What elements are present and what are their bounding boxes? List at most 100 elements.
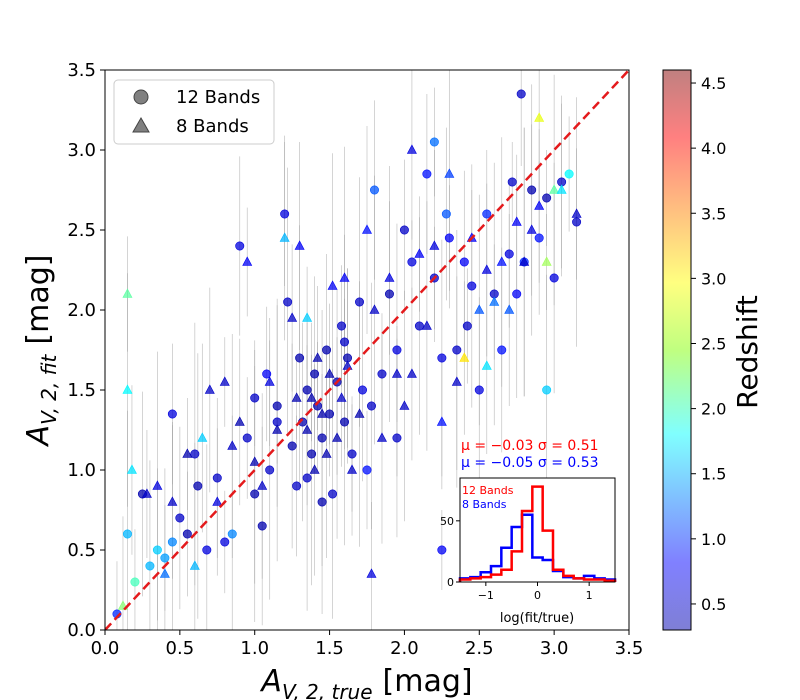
point-8-bands [141, 488, 152, 498]
point-8-bands [519, 256, 530, 266]
point-12-bands [362, 465, 372, 475]
point-8-bands [556, 184, 567, 194]
point-12-bands [242, 433, 252, 443]
point-12-bands [283, 297, 293, 307]
colorbar: 0.5 1.0 1.5 2.0 2.5 3.0 3.5 4.0 4.5 Redshift [662, 69, 764, 631]
point-12-bands [310, 369, 320, 379]
point-12-bands [399, 225, 409, 235]
point-12-bands [534, 233, 544, 243]
point-8-bands [219, 376, 230, 386]
point-8-bands [481, 360, 492, 370]
point-12-bands [444, 233, 454, 243]
inset-legend-12-bands: 12 Bands [462, 484, 514, 497]
colorbar-label: Redshift [731, 295, 764, 409]
point-8-bands [421, 320, 432, 330]
plot-frame [104, 69, 630, 631]
colorbar-tick-label: 4.0 [701, 139, 726, 158]
x-tick-label: 3.5 [615, 638, 644, 659]
legend-label-8-bands: 8 Bands [176, 116, 249, 137]
x-axis-label: AV, 2, true [mag] [259, 664, 472, 700]
point-8-bands [312, 352, 323, 362]
point-12-bands [250, 489, 260, 499]
legend-triangle-marker [132, 116, 150, 133]
colorbar-gradient [662, 69, 692, 631]
point-12-bands [527, 185, 537, 195]
point-12-bands [441, 209, 451, 219]
point-12-bands [392, 433, 402, 443]
colorbar-ticks: 0.5 1.0 1.5 2.0 2.5 3.0 3.5 4.0 4.5 [691, 74, 726, 614]
colorbar-tick-label: 4.5 [701, 74, 726, 93]
point-12-bands [287, 441, 297, 451]
y-tick-label: 0.0 [67, 620, 96, 641]
point-8-bands [414, 248, 425, 258]
legend: 12 Bands 8 Bands [113, 79, 275, 145]
x-tick-label: 0.5 [166, 638, 195, 659]
point-12-bands [512, 289, 522, 299]
point-8-bands [354, 408, 365, 418]
colorbar-tick-label: 3.0 [701, 269, 726, 288]
point-8-bands [444, 168, 455, 178]
point-8-bands [279, 232, 290, 242]
point-8-bands [504, 304, 515, 314]
point-12-bands [507, 177, 517, 187]
point-12-bands [504, 249, 514, 259]
point-12-bands [202, 545, 212, 555]
point-8-bands [257, 480, 268, 490]
point-12-bands [317, 433, 327, 443]
point-12-bands [482, 209, 492, 219]
point-8-bands [362, 224, 372, 234]
point-12-bands [167, 409, 177, 419]
point-12-bands [262, 369, 272, 379]
point-12-bands [295, 353, 305, 363]
point-8-bands [287, 312, 298, 322]
point-12-bands [182, 529, 192, 539]
inset-x-tick-label: 1 [586, 589, 593, 602]
colorbar-tick-label: 0.5 [701, 595, 726, 614]
point-8-bands [406, 368, 417, 378]
y-tick-label: 3.0 [67, 140, 96, 161]
legend-circle-marker [133, 89, 149, 105]
x-axis-ticks: 0.0 0.5 1.0 1.5 2.0 2.5 3.0 3.5 [91, 630, 644, 659]
point-12-bands [542, 385, 552, 395]
x-tick-label: 2.0 [390, 638, 419, 659]
point-12-bands [572, 217, 582, 227]
point-8-bands [167, 496, 178, 506]
point-12-bands [272, 401, 282, 411]
point-8-bands [182, 448, 193, 458]
y-tick-label: 1.5 [67, 380, 96, 401]
inset-y-tick-label: 0 [447, 576, 454, 589]
point-12-bands [250, 393, 260, 403]
colorbar-tick-label: 1.0 [701, 530, 726, 549]
point-8-bands [474, 304, 485, 314]
point-12-bands [167, 537, 177, 547]
point-8-bands [366, 568, 377, 578]
point-12-bands [459, 257, 469, 267]
point-12-bands [340, 337, 350, 347]
data-points [112, 89, 582, 619]
point-12-bands [227, 529, 237, 539]
colorbar-tick-label: 1.5 [701, 465, 726, 484]
point-12-bands [317, 497, 327, 507]
point-12-bands [414, 321, 424, 331]
point-12-bands [377, 369, 387, 379]
point-8-bands [306, 392, 317, 402]
point-8-bands [481, 264, 492, 274]
point-8-bands [369, 304, 380, 314]
point-8-bands [227, 440, 238, 450]
point-12-bands [384, 289, 394, 299]
point-8-bands [302, 424, 313, 434]
point-8-bands [234, 416, 245, 426]
point-8-bands [197, 432, 208, 442]
y-axis-label: AV, 2, fit[mag] [21, 255, 61, 448]
point-12-bands [193, 481, 203, 491]
colorbar-tick-label: 2.0 [701, 400, 726, 419]
point-8-bands [122, 288, 133, 298]
point-12-bands [369, 185, 379, 195]
point-8-bands [376, 432, 387, 442]
point-12-bands [235, 241, 245, 251]
point-8-bands [526, 224, 537, 234]
point-8-bands [336, 392, 347, 402]
identity-line [105, 70, 629, 630]
point-12-bands [220, 537, 230, 547]
point-8-bands [384, 272, 395, 282]
